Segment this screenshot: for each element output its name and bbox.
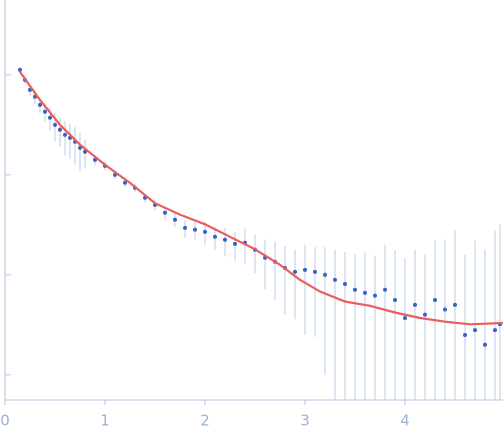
data-point bbox=[403, 315, 407, 320]
data-point bbox=[48, 115, 52, 120]
data-point bbox=[213, 234, 217, 239]
data-point bbox=[223, 237, 227, 242]
data-point bbox=[363, 290, 367, 295]
data-point bbox=[293, 269, 297, 274]
data-point bbox=[343, 281, 347, 286]
data-point bbox=[463, 333, 467, 338]
data-point bbox=[483, 342, 487, 347]
data-point bbox=[183, 225, 187, 230]
data-point bbox=[323, 272, 327, 277]
data-point bbox=[443, 307, 447, 312]
data-point bbox=[303, 267, 307, 272]
data-point bbox=[53, 122, 57, 127]
data-point bbox=[413, 302, 417, 307]
data-point bbox=[373, 293, 377, 298]
x-tick-label: 1 bbox=[100, 412, 110, 430]
data-point bbox=[333, 277, 337, 282]
data-point bbox=[173, 217, 177, 222]
data-point bbox=[58, 127, 62, 132]
data-point bbox=[383, 287, 387, 292]
x-tick-label: 2 bbox=[200, 412, 210, 430]
data-point bbox=[193, 227, 197, 232]
data-point bbox=[123, 180, 127, 185]
data-point bbox=[38, 102, 42, 107]
data-point bbox=[453, 302, 457, 307]
data-point bbox=[18, 67, 22, 72]
data-point bbox=[233, 241, 237, 246]
x-tick-label: 4 bbox=[400, 412, 410, 430]
data-point bbox=[493, 328, 497, 333]
data-point bbox=[43, 109, 47, 114]
fit-line bbox=[19, 71, 503, 326]
x-tick-label: 3 bbox=[300, 412, 310, 430]
data-point bbox=[203, 229, 207, 234]
x-tick-label: 0 bbox=[0, 412, 10, 430]
data-point bbox=[423, 312, 427, 317]
data-point bbox=[393, 298, 397, 302]
data-point bbox=[63, 132, 67, 137]
data-point bbox=[353, 287, 357, 292]
data-point bbox=[313, 269, 317, 274]
data-point bbox=[433, 298, 437, 302]
data-point bbox=[473, 328, 477, 333]
data-point bbox=[163, 210, 167, 215]
